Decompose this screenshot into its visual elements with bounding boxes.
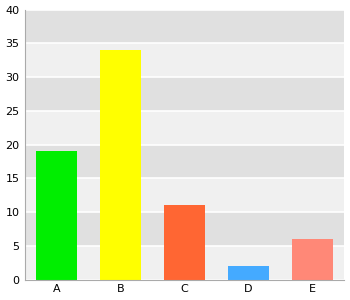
- Bar: [292, 239, 333, 280]
- Bar: [25, 145, 344, 178]
- Bar: [25, 77, 344, 111]
- Bar: [164, 205, 205, 280]
- Bar: [228, 266, 269, 280]
- Bar: [25, 246, 344, 280]
- Bar: [25, 178, 344, 212]
- Bar: [25, 212, 344, 246]
- Bar: [25, 111, 344, 145]
- Bar: [25, 10, 344, 43]
- Bar: [36, 151, 77, 280]
- Bar: [100, 50, 141, 280]
- Bar: [25, 43, 344, 77]
